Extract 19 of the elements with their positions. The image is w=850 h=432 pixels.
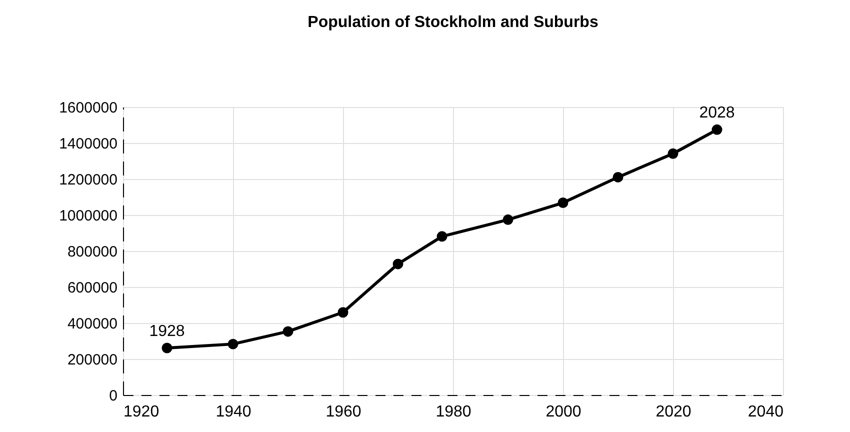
annotation: 1928 [149,323,185,340]
y-tick-label: 1400000 [59,136,118,152]
y-tick-label: 800000 [67,244,118,260]
y-tick-label: 1600000 [59,100,118,116]
y-tick-label: 400000 [67,316,118,332]
y-tick-label: 600000 [67,280,118,296]
x-tick-label: 1960 [326,404,362,420]
x-tick-label: 1980 [436,404,472,420]
annotation: 2028 [699,104,735,122]
x-tick-label: 2020 [656,404,692,420]
y-tick-label: 1000000 [59,208,118,224]
x-tick-label: 1940 [216,404,252,420]
y-tick-label: 1200000 [59,172,118,188]
x-tick-label: 2040 [748,404,784,420]
x-tick-label: 2000 [546,404,582,420]
chart-title: Population of Stockholm and Suburbs [308,14,598,31]
y-tick-label: 0 [109,388,118,404]
y-tick-label: 200000 [67,352,118,368]
x-tick-label: 1920 [124,404,160,420]
